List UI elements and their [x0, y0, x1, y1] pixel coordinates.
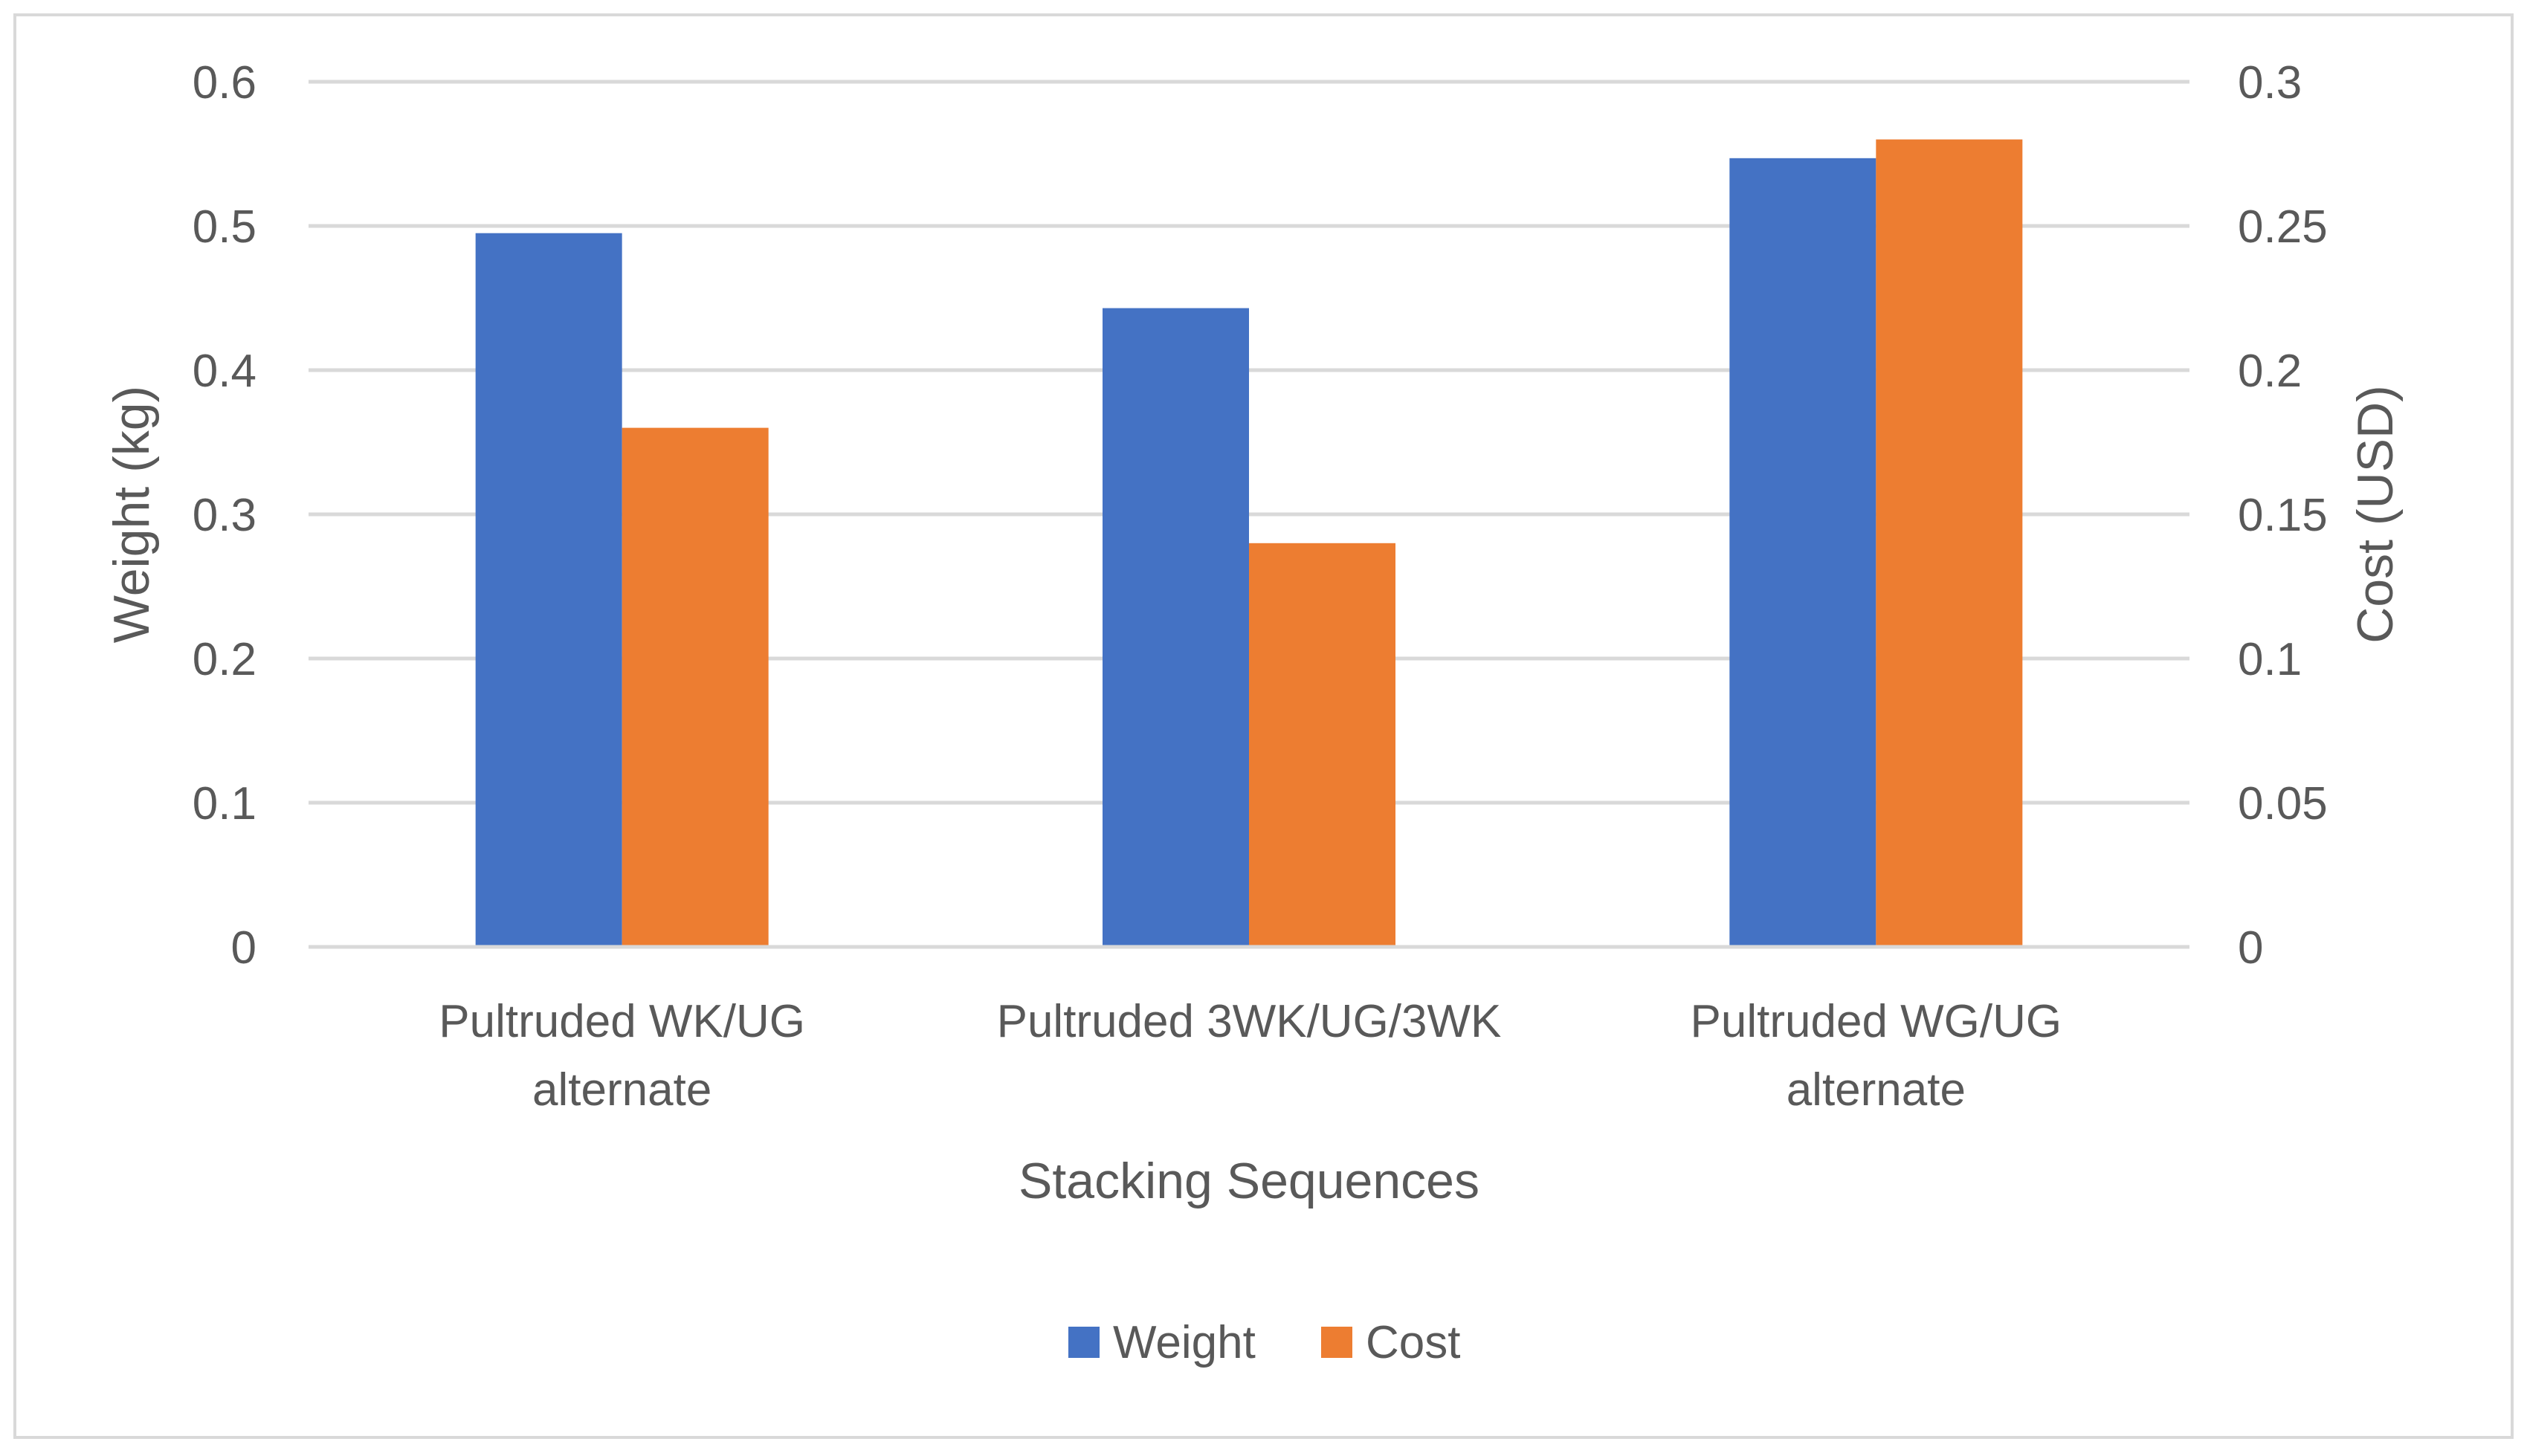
y-tick-label-left: 0	[231, 922, 256, 974]
x-tick-label: Pultruded WK/UG	[439, 996, 805, 1047]
y-tick-label-right: 0.2	[2238, 346, 2302, 397]
y-tick-label-left: 0.4	[193, 346, 256, 397]
y-tick-label-right: 0.15	[2238, 490, 2328, 541]
y-axis-title-left: Weight (kg)	[103, 386, 160, 643]
y-tick-label-left: 0.5	[193, 201, 256, 253]
legend-swatch-weight	[1068, 1327, 1100, 1358]
y-tick-label-right: 0.05	[2238, 778, 2328, 829]
legend-label-weight: Weight	[1113, 1317, 1256, 1368]
y-tick-label-left: 0.2	[193, 634, 256, 685]
bars	[475, 139, 2023, 948]
axes: 0 0 0.1 0.05 0.2 0.1 0.3 0.15 0.4 0.2 0.5 0.25 0.6 0.…	[103, 57, 2404, 1209]
x-tick-label: alternate	[1787, 1064, 1966, 1116]
legend-label-cost: Cost	[1366, 1317, 1460, 1368]
y-tick-label-right: 0	[2238, 922, 2263, 974]
y-tick-label-right: 0.25	[2238, 201, 2328, 253]
bar-weight-0	[475, 233, 622, 947]
x-tick-label: Pultruded WG/UG	[1691, 996, 2062, 1047]
y-axis-title-right: Cost (USD)	[2347, 385, 2404, 644]
bar-cost-0	[622, 427, 769, 947]
y-tick-label-left: 0.6	[193, 57, 256, 109]
bar-cost-1	[1249, 543, 1395, 947]
x-tick-label: alternate	[532, 1064, 711, 1116]
bar-weight-2	[1729, 158, 1876, 947]
x-tick-label: Pultruded 3WK/UG/3WK	[997, 996, 1502, 1047]
bar-cost-2	[1876, 139, 2023, 948]
legend: Weight Cost	[1068, 1317, 1460, 1368]
legend-swatch-cost	[1321, 1327, 1352, 1358]
y-tick-label-right: 0.3	[2238, 57, 2302, 109]
y-tick-label-right: 0.1	[2238, 634, 2302, 685]
y-tick-label-left: 0.1	[193, 778, 256, 829]
bar-weight-1	[1103, 308, 1249, 948]
y-tick-label-left: 0.3	[193, 490, 256, 541]
x-axis-title: Stacking Sequences	[1019, 1153, 1479, 1209]
